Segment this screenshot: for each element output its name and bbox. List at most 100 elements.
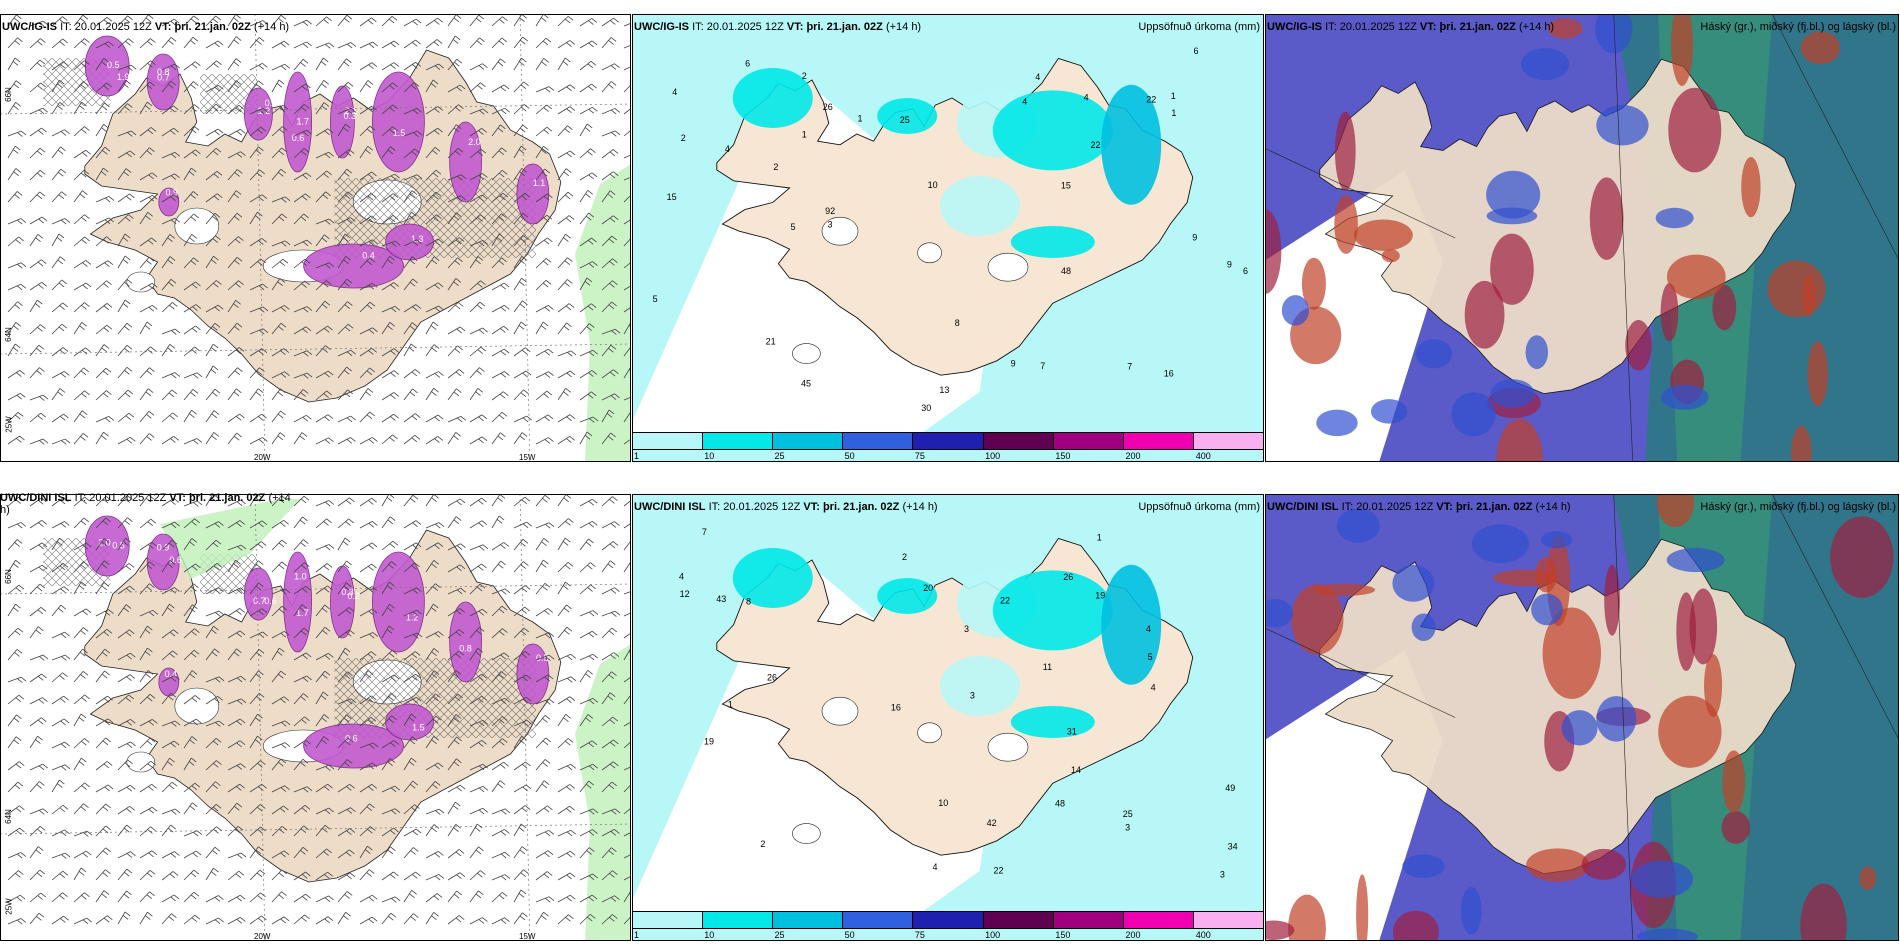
snow-patch	[516, 163, 550, 225]
cloud-mid	[1316, 409, 1358, 437]
colorbar-cell	[703, 912, 774, 928]
precip-value-label: 2	[802, 71, 807, 81]
colorbar-cell	[1193, 912, 1263, 928]
precip-value-label: 45	[801, 379, 811, 389]
colorbar-label: 400	[1195, 451, 1211, 461]
precip-area	[940, 656, 1020, 716]
cloud-high	[1712, 284, 1737, 331]
snow-value-label: 1.7	[296, 608, 309, 618]
map-snow-wind-top: 0.50.81.20.60.31.52.01.10.41.30.91.9 0.70…	[0, 14, 631, 462]
precip-value-label: 16	[1164, 368, 1174, 378]
cloud-high	[1668, 87, 1722, 173]
model-name: UWC/DINI ISL	[1267, 501, 1339, 513]
lon-label-25w: 25W	[4, 898, 14, 915]
cloud-high	[1334, 111, 1356, 191]
precip-area	[940, 176, 1020, 236]
colorbar-label: 10	[704, 451, 715, 461]
panel-header: UWC/DINI ISL IT: 20.01.2025 12Z VT: þri.…	[634, 501, 938, 514]
precip-value-label: 15	[1061, 180, 1071, 190]
cloud-high	[1353, 219, 1413, 251]
cloud-mid	[1451, 392, 1496, 437]
snow-value-label: 0.3	[343, 111, 356, 121]
precip-value-label: 19	[1095, 590, 1105, 600]
precip-value-label: 1	[1097, 533, 1102, 543]
precip-area	[1010, 226, 1095, 258]
precip-value-label: 30	[921, 403, 931, 413]
it-value: 20.01.2025 12Z	[74, 21, 152, 33]
snow-patch	[371, 71, 425, 173]
cloud-mid	[1531, 593, 1563, 626]
precip-value-label: 4	[1146, 624, 1151, 634]
precip-value-label: 7	[1127, 361, 1132, 371]
model-name: UWC/IG-IS	[1267, 21, 1322, 33]
it-value: 20.01.2025 12Z	[706, 21, 784, 33]
cloud-high	[1689, 588, 1718, 665]
precip-value-label: 9	[1011, 358, 1016, 368]
precip-value-label: 7	[702, 527, 707, 537]
panel-header: UWC/IG-IS IT: 20.01.2025 12Z VT: þri. 21…	[634, 21, 921, 34]
it-value: 20.01.2025 12Z	[1356, 501, 1434, 513]
lon-label-25w: 25W	[4, 416, 14, 433]
precip-value-label: 4	[1022, 96, 1027, 106]
cloud-mid	[1561, 710, 1598, 746]
lead-time: (+14 h)	[885, 21, 922, 33]
panel-title-right: Uppsöfnuð úrkoma (mm)	[1138, 21, 1260, 33]
precip-value-label: 6	[745, 59, 750, 69]
cloud-mid	[1521, 48, 1570, 81]
colorbar-label: 150	[1055, 451, 1071, 461]
precip-value-label: 2	[773, 162, 778, 172]
colorbar-cell	[843, 912, 914, 928]
vt-value: þri. 21.jan. 02Z	[174, 21, 251, 33]
map-precip-bottom: 3344420222626192522314334194948421412101…	[632, 494, 1264, 941]
colorbar-label: 100	[985, 930, 1001, 940]
glacier	[821, 216, 859, 246]
snow-value-label: 1.5	[412, 723, 425, 733]
cloud-mid	[1461, 886, 1482, 935]
colorbar-cell	[983, 433, 1054, 449]
lead-time: (+14 h)	[1535, 501, 1571, 513]
vt-value: þri. 21.jan. 02Z	[806, 21, 883, 33]
panel-header: UWC/DINI ISL IT: 20.01.2025 12Z VT: þri.…	[1267, 501, 1571, 514]
cloud-mid	[1595, 14, 1633, 54]
precip-area	[992, 90, 1113, 171]
lead-time: (+14 h)	[902, 501, 938, 513]
precip-value-label: 4	[679, 572, 684, 582]
map-panel-clouds-top	[1265, 14, 1899, 462]
precip-value-label: 2	[902, 552, 907, 562]
snow-patch	[84, 515, 130, 577]
cloud-high	[1581, 848, 1627, 880]
it-label: IT:	[60, 21, 72, 33]
snow-value-label: 1.2	[406, 613, 419, 623]
colorbar-label: 50	[844, 451, 855, 461]
precip-value-label: 34	[1228, 841, 1238, 851]
cloud-high	[1589, 177, 1624, 260]
cloud-mid	[1631, 860, 1694, 898]
snow-value-label: 0.4	[165, 669, 178, 679]
green-area	[575, 164, 631, 462]
vt-value: þri. 21.jan. 02Z	[822, 501, 900, 513]
precip-area	[1101, 84, 1162, 205]
precip-value-label: 19	[704, 736, 714, 746]
cloud-mid	[1636, 928, 1698, 941]
precip-value-label: 4	[672, 87, 677, 97]
cloud-high	[1859, 866, 1877, 891]
precip-value-label: 48	[1055, 798, 1065, 808]
cloud-high	[1658, 695, 1722, 768]
snow-patch	[449, 601, 483, 683]
wind-barbs	[7, 14, 631, 445]
snow-value-label: 2.1	[344, 106, 357, 116]
precip-value-label: 10	[928, 180, 938, 190]
cloud-mid	[1596, 104, 1649, 146]
precip-value-label: 20	[923, 583, 933, 593]
precip-value-label: 26	[767, 673, 777, 683]
colorbar-cell	[703, 433, 774, 449]
map-snow-wind-bottom: 0.50.60.71.00.31.20.80.50.61.50.42.0 0.90…	[0, 494, 631, 941]
precip-area	[992, 570, 1113, 651]
snow-patch	[371, 551, 425, 653]
it-label: IT:	[1341, 501, 1354, 513]
precip-value-label: 3	[970, 690, 975, 700]
snow-value-label: 0.8	[157, 67, 170, 77]
vt-label: VT:	[1419, 21, 1437, 33]
snow-value-label: 1.2	[258, 106, 271, 116]
cloud-high	[1526, 848, 1590, 882]
